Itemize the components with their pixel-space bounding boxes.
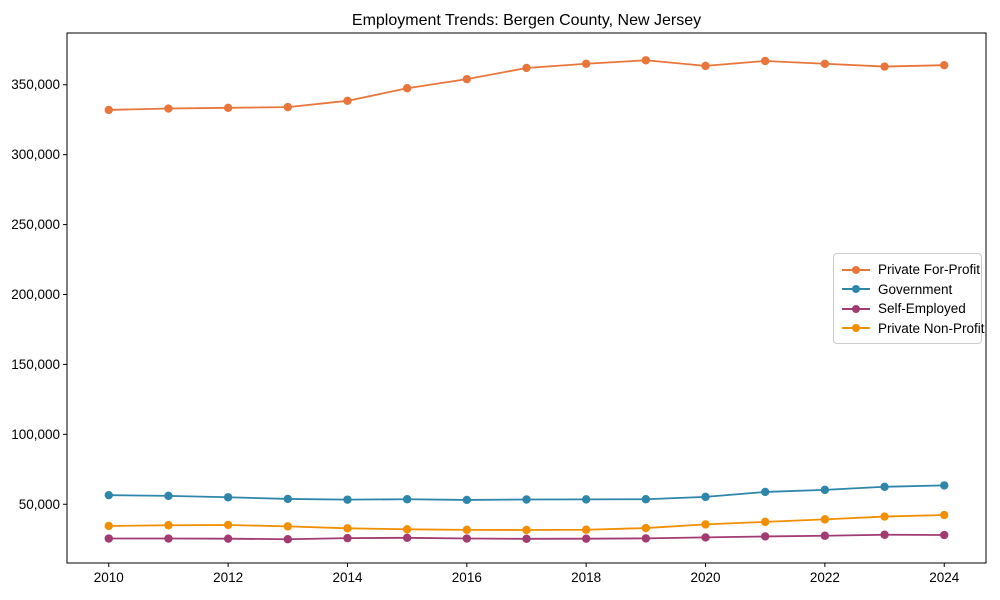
legend-line-marker-icon — [842, 265, 870, 275]
x-tick-label: 2018 — [571, 570, 601, 585]
x-tick-label: 2016 — [452, 570, 482, 585]
series-marker-self-employed — [522, 534, 531, 544]
y-tick-label: 350,000 — [11, 77, 60, 92]
series-marker-self-employed — [761, 532, 770, 541]
series-marker-self-employed — [223, 534, 233, 543]
series-marker-private-non-profit — [940, 510, 949, 520]
x-tick-label: 2010 — [94, 570, 124, 585]
series-marker-government — [104, 490, 113, 500]
series-marker-private-non-profit — [104, 521, 113, 531]
legend-line-marker-icon — [842, 323, 870, 333]
legend-item-private-non-profit: Private Non-Profit — [842, 319, 985, 339]
series-marker-self-employed — [701, 533, 710, 542]
series-marker-private-for-profit — [462, 74, 472, 84]
legend-label: Private Non-Profit — [878, 320, 985, 336]
series-marker-private-for-profit — [940, 60, 949, 70]
series-marker-private-for-profit — [104, 105, 113, 115]
series-marker-private-non-profit — [343, 524, 352, 533]
series-marker-self-employed — [343, 533, 352, 543]
legend-dot-icon — [852, 285, 860, 294]
x-tick-label: 2022 — [810, 570, 840, 585]
series-marker-self-employed — [164, 534, 173, 543]
series-marker-private-non-profit — [522, 525, 531, 535]
legend-dot-icon — [852, 304, 860, 313]
chart-title: Employment Trends: Bergen County, New Je… — [351, 12, 702, 29]
series-marker-government — [462, 495, 472, 505]
series-marker-private-non-profit — [462, 525, 472, 535]
series-marker-government — [402, 495, 412, 504]
series-marker-private-for-profit — [522, 63, 531, 73]
series-marker-private-non-profit — [223, 520, 233, 530]
series-marker-government — [880, 482, 889, 491]
series-marker-private-for-profit — [402, 84, 412, 93]
legend-label: Government — [878, 281, 953, 297]
y-tick-label: 150,000 — [11, 357, 60, 372]
series-marker-self-employed — [104, 534, 113, 543]
series-marker-self-employed — [820, 531, 830, 540]
series-marker-private-for-profit — [581, 59, 591, 68]
legend-label: Self-Employed — [878, 301, 966, 317]
series-marker-private-for-profit — [701, 61, 710, 71]
series-marker-government — [223, 493, 233, 502]
series-marker-private-non-profit — [641, 523, 651, 533]
series-marker-government — [522, 495, 531, 504]
series-marker-private-for-profit — [641, 56, 651, 65]
legend-dot-icon — [852, 324, 860, 333]
series-marker-self-employed — [402, 533, 412, 543]
legend-line-marker-icon — [842, 304, 870, 314]
series-marker-self-employed — [940, 530, 949, 540]
series-marker-government — [940, 481, 949, 490]
series-marker-government — [820, 485, 830, 495]
series-marker-self-employed — [462, 534, 472, 543]
series-marker-government — [343, 495, 352, 504]
series-marker-self-employed — [581, 534, 591, 543]
series-marker-private-non-profit — [581, 525, 591, 534]
series-marker-self-employed — [880, 530, 889, 539]
series-marker-private-for-profit — [761, 56, 770, 66]
series-marker-private-for-profit — [283, 102, 292, 112]
y-tick-label: 300,000 — [11, 147, 60, 162]
series-marker-private-non-profit — [402, 525, 412, 534]
y-tick-label: 100,000 — [11, 427, 60, 442]
series-marker-private-non-profit — [880, 512, 889, 521]
series-marker-private-non-profit — [761, 517, 770, 527]
y-tick-label: 200,000 — [11, 287, 60, 302]
series-marker-self-employed — [641, 534, 651, 543]
x-tick-label: 2014 — [332, 570, 363, 585]
series-marker-private-non-profit — [820, 515, 830, 524]
x-tick-label: 2012 — [213, 570, 243, 585]
x-tick-label: 2024 — [929, 570, 960, 585]
y-tick-label: 50,000 — [19, 497, 60, 512]
legend: Private For-Profit Government Self-Employe… — [833, 253, 985, 344]
y-tick-label: 250,000 — [11, 217, 60, 232]
legend-line-marker-icon — [842, 284, 870, 294]
series-marker-private-for-profit — [880, 62, 889, 71]
legend-item-private-for-profit: Private For-Profit — [842, 260, 980, 280]
series-marker-government — [164, 491, 173, 501]
legend-label: Private For-Profit — [878, 262, 981, 278]
series-marker-private-non-profit — [283, 522, 292, 531]
series-marker-government — [581, 495, 591, 504]
series-marker-self-employed — [283, 535, 292, 544]
series-marker-private-non-profit — [164, 521, 173, 530]
series-marker-private-for-profit — [223, 103, 233, 113]
series-marker-government — [283, 494, 292, 504]
series-marker-government — [701, 492, 710, 502]
series-marker-private-for-profit — [820, 59, 830, 68]
series-marker-private-for-profit — [164, 104, 173, 113]
series-marker-government — [641, 495, 651, 504]
legend-item-self-employed: Self-Employed — [842, 299, 973, 319]
legend-dot-icon — [852, 265, 860, 274]
series-marker-private-non-profit — [701, 520, 710, 529]
axes-frame — [66, 32, 987, 564]
series-marker-private-for-profit — [343, 96, 352, 106]
series-marker-government — [761, 487, 770, 497]
x-tick-label: 2020 — [691, 570, 721, 585]
legend-item-government: Government — [842, 280, 973, 300]
